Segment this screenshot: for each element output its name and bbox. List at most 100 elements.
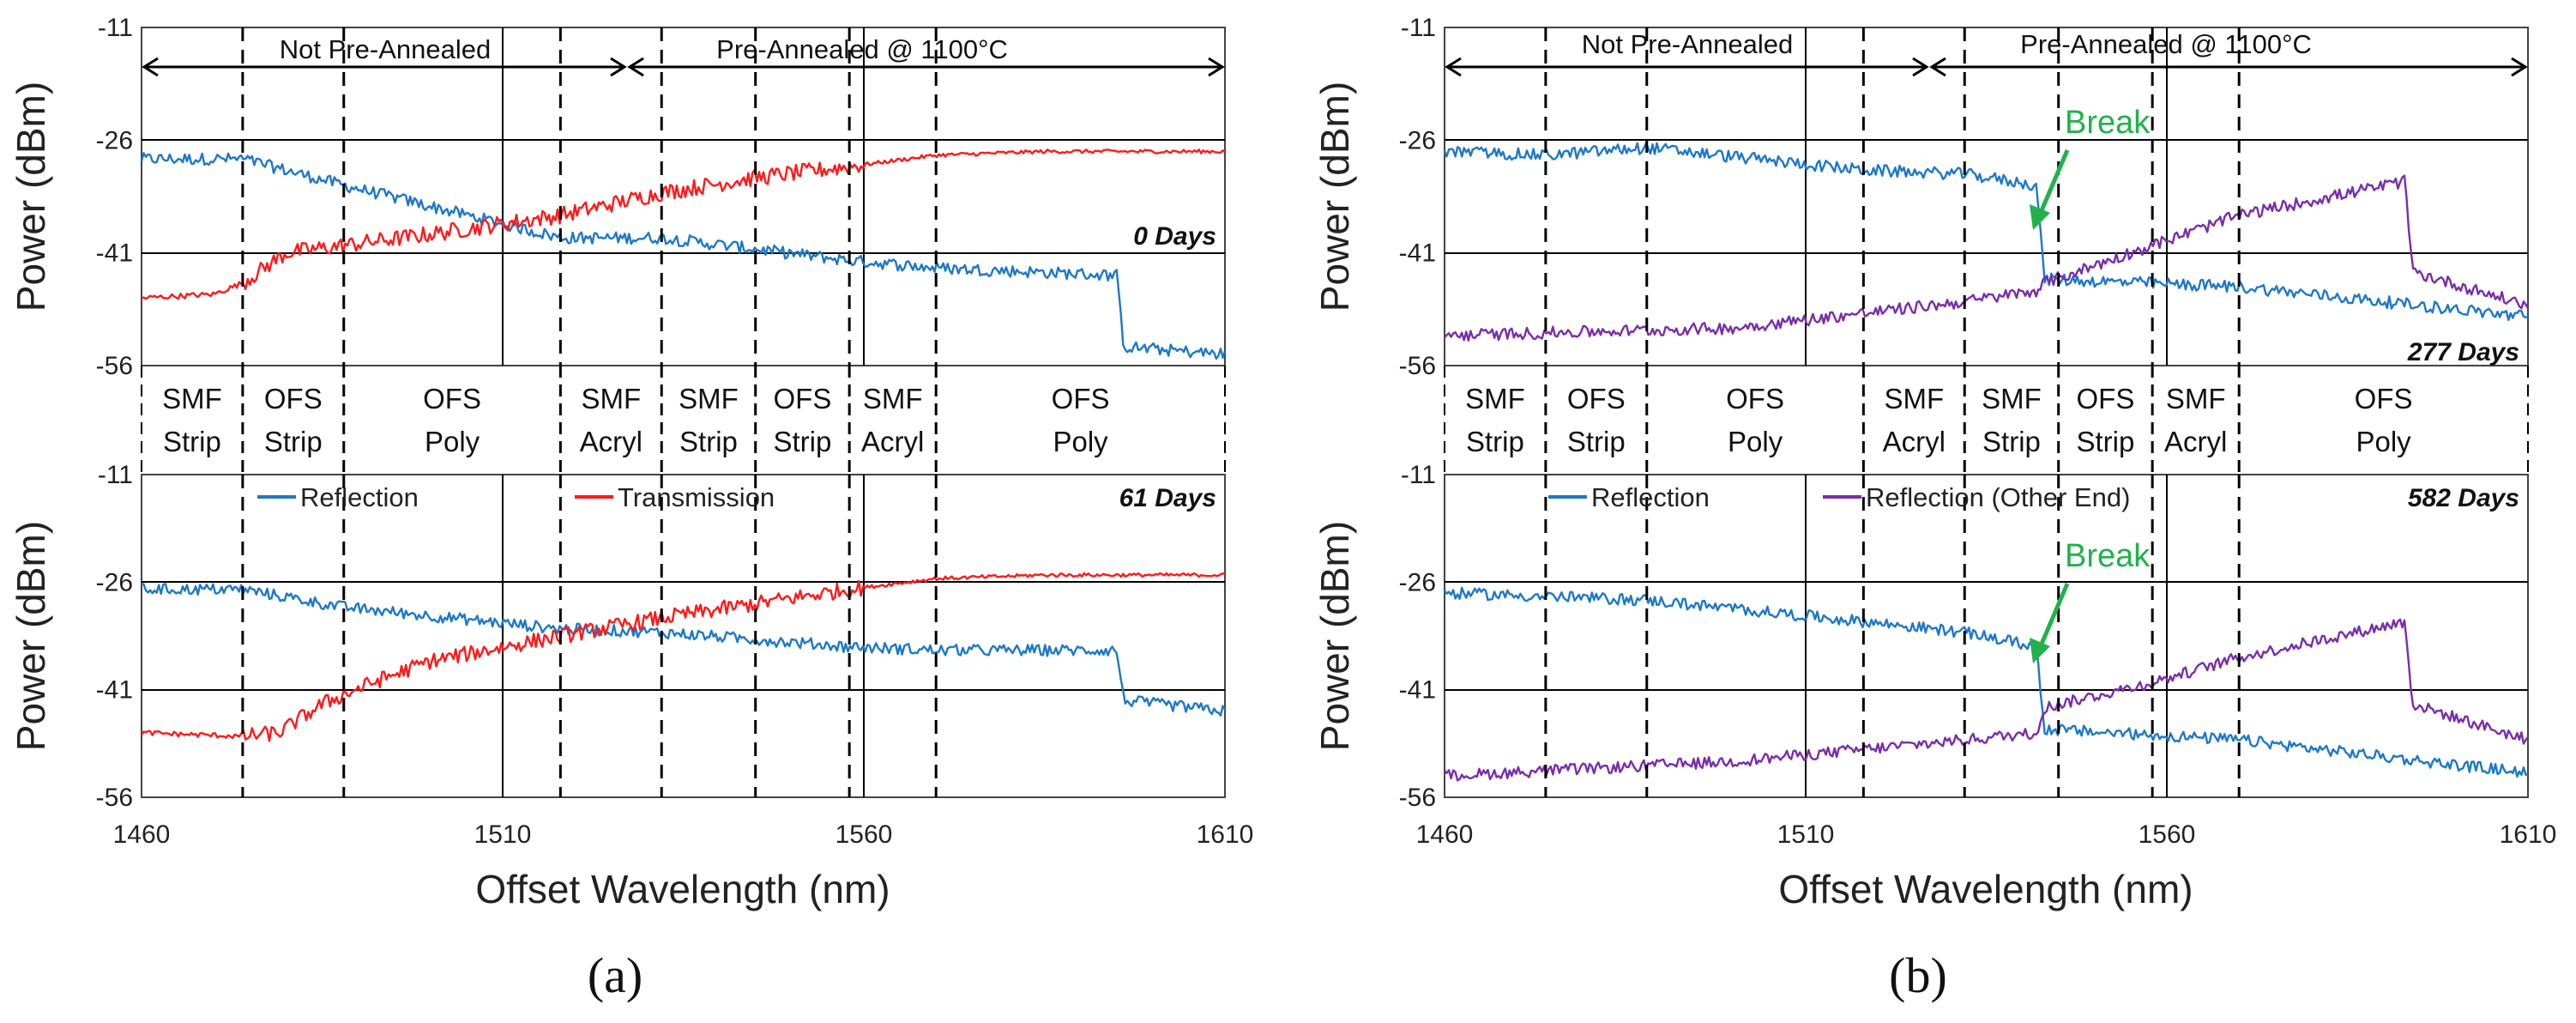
y-tick-a-top-1: -26 bbox=[96, 126, 133, 154]
series-a-bottom bbox=[141, 475, 1227, 797]
y-axis-label-b-bottom: Power (dBm) bbox=[1312, 521, 1357, 751]
plot-frame-b-top bbox=[1444, 27, 2529, 366]
series-a-top bbox=[140, 27, 1227, 366]
y-tick-b-top-1: -26 bbox=[1399, 126, 1436, 154]
days-label-a-top: 0 Days bbox=[1133, 222, 1216, 251]
region-label-annealed-b: Pre-Annealed @ 1100°C bbox=[2020, 29, 2312, 59]
segment-label-b-3-coating: Acryl bbox=[1883, 426, 1946, 457]
segment-label-b-0-fiber: SMF bbox=[1465, 383, 1525, 415]
segment-label-b-1-fiber: OFS bbox=[1567, 383, 1626, 415]
x-tick-b-0: 1460 bbox=[1416, 820, 1474, 849]
series-line-a-top-0 bbox=[140, 152, 1227, 360]
region-label-annealed-a: Pre-Annealed @ 1100°C bbox=[716, 34, 1008, 64]
segment-label-b-6-coating: Acryl bbox=[2164, 426, 2227, 457]
segment-label-b-6-fiber: SMF bbox=[2166, 383, 2226, 415]
region-label-not-annealed-b: Not Pre-Annealed bbox=[1582, 29, 1793, 59]
y-tick-a-top-0: -11 bbox=[98, 14, 133, 42]
x-axis-label-b: Offset Wavelength (nm) bbox=[1778, 867, 2193, 911]
gridlines-b-bottom bbox=[1445, 581, 2528, 691]
plot-frame-a-bottom bbox=[141, 474, 1226, 798]
y-axis-label-a-bottom: Power (dBm) bbox=[9, 521, 53, 751]
x-tick-a-2: 1560 bbox=[836, 820, 893, 849]
series-b-bottom bbox=[1444, 475, 2529, 797]
panel-label-a: (a) bbox=[588, 947, 642, 1003]
series-line-a-bottom-0 bbox=[142, 583, 1227, 717]
region-arrows-b bbox=[1445, 57, 2528, 77]
days-label-a-bottom: 61 Days bbox=[1119, 484, 1216, 512]
axis-ticks-a: -11 -26 -41 -56 -11 -26 -41 -56 1460 1510 1560 1610 bbox=[96, 14, 1254, 849]
segment-label-a-2-coating: Poly bbox=[425, 426, 480, 457]
panel-b: 277 Days Not Pre-Annealed Pre-Annealed @… bbox=[1312, 14, 2556, 1003]
y-tick-b-bottom-0: -11 bbox=[1401, 461, 1436, 489]
segment-label-a-4-fiber: SMF bbox=[679, 383, 739, 415]
break-annotation-b-bottom: Break bbox=[2030, 538, 2151, 663]
segment-label-b-2-fiber: OFS bbox=[1726, 383, 1784, 415]
days-label-b-top: 277 Days bbox=[2407, 338, 2519, 366]
y-axis-label-a-top: Power (dBm) bbox=[9, 82, 53, 312]
x-tick-b-2: 1560 bbox=[2139, 820, 2196, 849]
gridlines-b-top bbox=[1445, 139, 2528, 254]
segment-label-a-6-fiber: SMF bbox=[863, 383, 923, 415]
segment-label-a-4-coating: Strip bbox=[679, 426, 738, 457]
series-line-a-top-1 bbox=[141, 148, 1226, 300]
legend-label-other-end-b: Reflection (Other End) bbox=[1866, 482, 2130, 512]
x-tick-a-3: 1610 bbox=[1197, 820, 1254, 849]
x-tick-b-3: 1610 bbox=[2500, 820, 2557, 849]
gridlines-a-bottom bbox=[142, 581, 1225, 691]
plot-frame-a-top bbox=[141, 27, 1226, 366]
segment-band-b: SMF Strip OFS Strip OFS Poly SMF Acryl SMF Strip O… bbox=[1444, 366, 2529, 475]
segment-label-b-7-coating: Poly bbox=[2356, 426, 2411, 457]
legend-label-reflection-b: Reflection bbox=[1591, 482, 1710, 512]
series-line-a-bottom-1 bbox=[141, 572, 1226, 742]
segment-label-b-2-coating: Poly bbox=[1728, 426, 1783, 457]
y-tick-a-top-3: -56 bbox=[96, 352, 133, 380]
y-tick-b-top-0: -11 bbox=[1401, 14, 1436, 42]
days-label-b-bottom: 582 Days bbox=[2408, 484, 2519, 512]
segment-label-a-3-fiber: SMF bbox=[581, 383, 641, 415]
series-line-b-top-1 bbox=[1444, 174, 2530, 342]
y-tick-b-top-2: -41 bbox=[1399, 239, 1436, 268]
segment-label-b-5-coating: Strip bbox=[2077, 426, 2135, 457]
series-line-b-top-0 bbox=[1443, 142, 2529, 322]
break-label-b-bottom: Break bbox=[2065, 538, 2151, 574]
y-tick-a-bottom-2: -41 bbox=[96, 676, 133, 705]
panel-a: 0 Days Not Pre-Annealed Pre-Annealed @ 1… bbox=[9, 14, 1253, 1003]
x-tick-a-0: 1460 bbox=[113, 820, 171, 849]
y-tick-b-bottom-1: -26 bbox=[1399, 568, 1436, 596]
segment-band-a: SMF Strip OFS Strip OFS Poly SMF Acryl SMF Strip O… bbox=[141, 366, 1226, 475]
x-axis-label-a: Offset Wavelength (nm) bbox=[475, 867, 890, 911]
gridlines-a-top bbox=[142, 139, 1225, 254]
y-tick-b-bottom-3: -56 bbox=[1399, 784, 1436, 812]
segment-label-a-1-coating: Strip bbox=[264, 426, 323, 457]
y-tick-a-top-2: -41 bbox=[96, 239, 133, 268]
segment-label-b-1-coating: Strip bbox=[1567, 426, 1626, 457]
segment-label-b-0-coating: Strip bbox=[1466, 426, 1524, 457]
region-label-not-annealed-a: Not Pre-Annealed bbox=[280, 34, 491, 64]
segment-label-b-4-coating: Strip bbox=[1982, 426, 2041, 457]
series-b-top bbox=[1443, 27, 2530, 366]
axis-ticks-b: -11 -26 -41 -56 -11 -26 -41 -56 1460 1510 1560 1610 bbox=[1399, 14, 2557, 849]
segment-label-a-7-fiber: OFS bbox=[1052, 383, 1110, 415]
legend-label-transmission-a: Transmission bbox=[618, 482, 775, 512]
segment-label-a-6-coating: Acryl bbox=[861, 426, 924, 457]
segment-label-b-5-fiber: OFS bbox=[2077, 383, 2135, 415]
break-annotation-b-top: Break bbox=[2030, 105, 2151, 230]
break-label-b-top: Break bbox=[2065, 105, 2151, 141]
segment-label-a-0-fiber: SMF bbox=[162, 383, 222, 415]
segment-label-a-2-fiber: OFS bbox=[423, 383, 481, 415]
segment-label-b-4-fiber: SMF bbox=[1982, 383, 2042, 415]
series-line-b-bottom-1 bbox=[1444, 618, 2529, 782]
segment-label-a-0-coating: Strip bbox=[163, 426, 221, 457]
segment-label-b-3-fiber: SMF bbox=[1884, 383, 1944, 415]
series-line-b-bottom-0 bbox=[1444, 586, 2529, 778]
region-arrows-a bbox=[142, 57, 1225, 77]
segment-label-a-3-coating: Acryl bbox=[580, 426, 642, 457]
x-tick-a-1: 1510 bbox=[474, 820, 532, 849]
break-arrowhead-b-bottom bbox=[2030, 638, 2050, 663]
panel-label-b: (b) bbox=[1889, 947, 1947, 1003]
y-tick-b-top-3: -56 bbox=[1399, 352, 1436, 380]
segment-label-a-5-coating: Strip bbox=[774, 426, 832, 457]
segment-label-a-1-fiber: OFS bbox=[264, 383, 323, 415]
segment-label-a-7-coating: Poly bbox=[1053, 426, 1108, 457]
